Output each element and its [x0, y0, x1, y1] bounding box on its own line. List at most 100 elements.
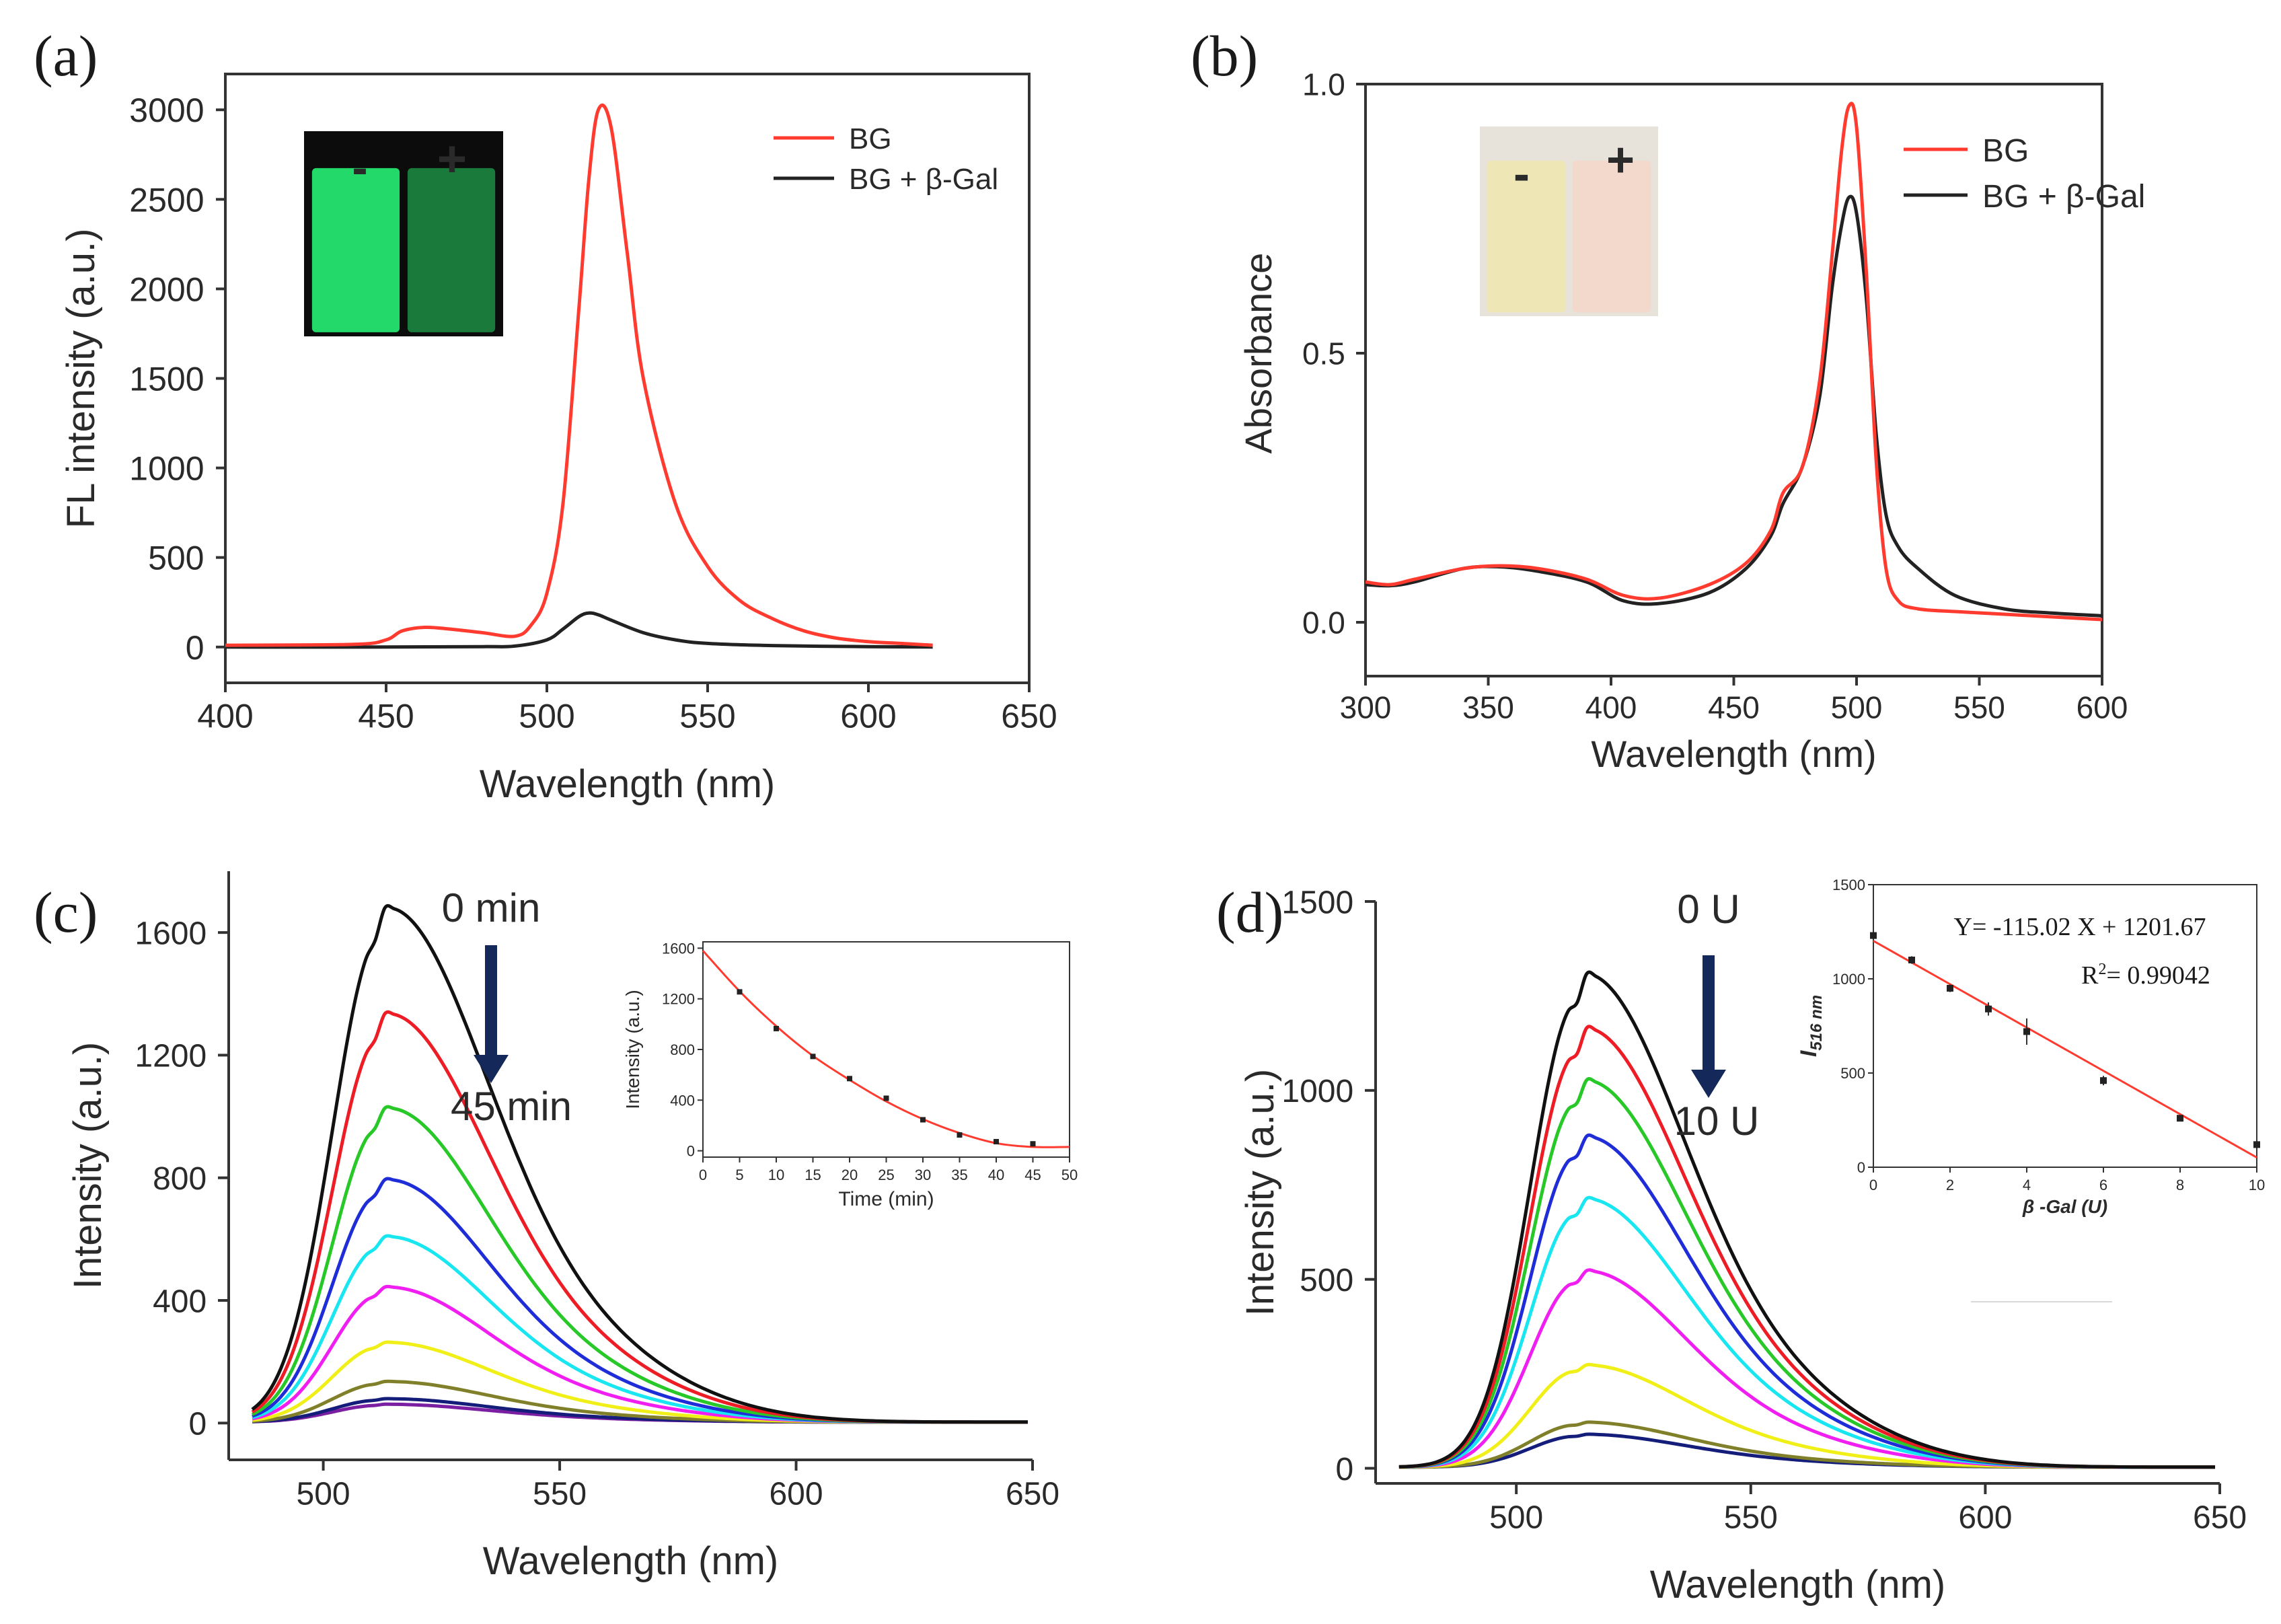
x-tick-label: 30: [915, 1167, 931, 1183]
y-tick-label: 0: [188, 1407, 207, 1442]
data-point: [2023, 1028, 2030, 1035]
y-tick-label: 1500: [1281, 885, 1353, 920]
y-tick-label: 800: [153, 1161, 207, 1197]
panel-letter-a: (a): [34, 24, 98, 88]
annotation-end: 45 min: [451, 1084, 572, 1129]
data-point: [1870, 932, 1877, 939]
cuvette-minus: [1487, 160, 1566, 313]
crop-mask: [780, 1232, 982, 1245]
data-point: [1030, 1141, 1036, 1147]
x-tick-label: 350: [1462, 690, 1514, 725]
data-point: [1908, 957, 1915, 963]
cuvette-plus: [1572, 160, 1651, 313]
ylabel-main: I: [1796, 1049, 1822, 1057]
y-tick-label: 1000: [1832, 971, 1865, 988]
x-tick-label: 400: [1585, 690, 1637, 725]
x-tick-label: 500: [1831, 690, 1883, 725]
x-tick-label: 550: [533, 1476, 587, 1512]
x-tick-label: 600: [2077, 690, 2128, 725]
photo-label-minus: -: [1513, 147, 1530, 201]
x-tick-label: 6: [2099, 1177, 2107, 1193]
y-axis-label: Intensity (a.u.): [1238, 1069, 1282, 1316]
data-point: [810, 1054, 816, 1060]
x-tick-label: 25: [878, 1167, 894, 1183]
y-tick-label: 3000: [129, 91, 204, 129]
y-tick-label: 2500: [129, 181, 204, 219]
y-tick-label: 1600: [135, 916, 207, 951]
x-axis-label: Wavelength (nm): [480, 762, 775, 806]
inset-x-axis-label: Time (min): [838, 1188, 934, 1210]
inset-y-axis-label: I516 nm: [1796, 995, 1826, 1057]
y-tick-label: 800: [670, 1041, 695, 1058]
y-tick-label: 0: [186, 629, 204, 667]
y-tick-label: 0.5: [1302, 336, 1345, 371]
series-line: [225, 611, 933, 649]
y-tick-label: 1500: [129, 361, 204, 398]
r2-sup: 2: [2098, 961, 2106, 978]
x-tick-label: 550: [1953, 690, 2005, 725]
spectrum-line: [251, 903, 1028, 1424]
y-axis-label: Absorbance: [1237, 253, 1279, 454]
annotation-start: 0 min: [442, 885, 541, 930]
data-point: [2177, 1115, 2183, 1122]
x-tick-label: 500: [1489, 1500, 1543, 1535]
x-tick-label: 15: [805, 1167, 821, 1183]
y-tick-label: 1000: [1281, 1074, 1353, 1109]
data-point: [2100, 1077, 2107, 1084]
fit-curve: [702, 950, 1070, 1148]
x-tick-label: 35: [951, 1167, 967, 1183]
legend-label: BG: [1982, 133, 2029, 169]
panel-letter-b: (b): [1191, 24, 1258, 88]
annotation-end: 10 U: [1674, 1099, 1760, 1144]
x-tick-label: 0: [699, 1167, 707, 1183]
inset-x-axis-label: β -Gal (U): [2022, 1196, 2107, 1217]
series-line: [225, 103, 933, 647]
r2-value: = 0.99042: [2106, 961, 2210, 990]
series-line: [1365, 102, 2103, 622]
x-tick-label: 400: [197, 698, 253, 735]
cuvette-plus: [407, 168, 496, 332]
x-axis-label: Wavelength (nm): [483, 1539, 778, 1583]
x-tick-label: 650: [1001, 698, 1057, 735]
x-tick-label: 20: [842, 1167, 858, 1183]
data-point: [920, 1117, 926, 1123]
data-point: [774, 1025, 779, 1031]
y-tick-label: 1600: [662, 940, 695, 957]
annotation-start: 0 U: [1677, 887, 1740, 932]
x-tick-label: 8: [2176, 1177, 2184, 1193]
data-point: [957, 1132, 963, 1138]
fit-r-squared: R2= 0.99042: [2081, 961, 2210, 990]
x-tick-label: 600: [840, 698, 896, 735]
x-tick-label: 500: [297, 1476, 350, 1512]
x-tick-label: 650: [1006, 1476, 1059, 1512]
x-tick-label: 40: [988, 1167, 1004, 1183]
legend-label: BG: [849, 122, 892, 155]
x-axis-label: Wavelength (nm): [1650, 1563, 1945, 1607]
plot-frame: [702, 941, 1070, 1158]
inset-calibration-plot: 0 2 4 6 8 10 0 500 1000 1500 β -Gal (U) I516 nm Y= -…: [1796, 877, 2265, 1302]
x-tick-label: 550: [679, 698, 735, 735]
y-tick-label: 400: [153, 1284, 207, 1319]
arrow-shaft: [1703, 955, 1715, 1071]
photo-label-minus: -: [352, 141, 367, 194]
x-tick-label: 600: [1958, 1500, 2012, 1535]
y-tick-label: 1500: [1832, 877, 1865, 893]
y-tick-label: 500: [148, 540, 204, 577]
y-tick-label: 400: [670, 1092, 695, 1109]
chart-panel-b: 300 350 400 450 500 550 600 0.0 0.5 1.0 Wavelength…: [1237, 67, 2145, 775]
x-tick-label: 50: [1061, 1167, 1078, 1183]
series-line: [1365, 194, 2103, 618]
spectrum-line: [252, 1234, 1028, 1424]
inset-photo: [1480, 126, 1658, 316]
ylabel-sub: 516 nm: [1807, 995, 1826, 1051]
x-tick-label: 45: [1024, 1167, 1041, 1183]
panel-letter-d: (d): [1216, 880, 1283, 945]
plot-frame: [1364, 83, 2103, 677]
y-tick-label: 500: [1840, 1065, 1865, 1082]
spectrum-line: [252, 1340, 1028, 1424]
data-point: [737, 989, 743, 995]
plot-frame: [1873, 884, 2257, 1168]
y-tick-label: 1.0: [1302, 67, 1345, 102]
x-tick-label: 10: [768, 1167, 784, 1183]
